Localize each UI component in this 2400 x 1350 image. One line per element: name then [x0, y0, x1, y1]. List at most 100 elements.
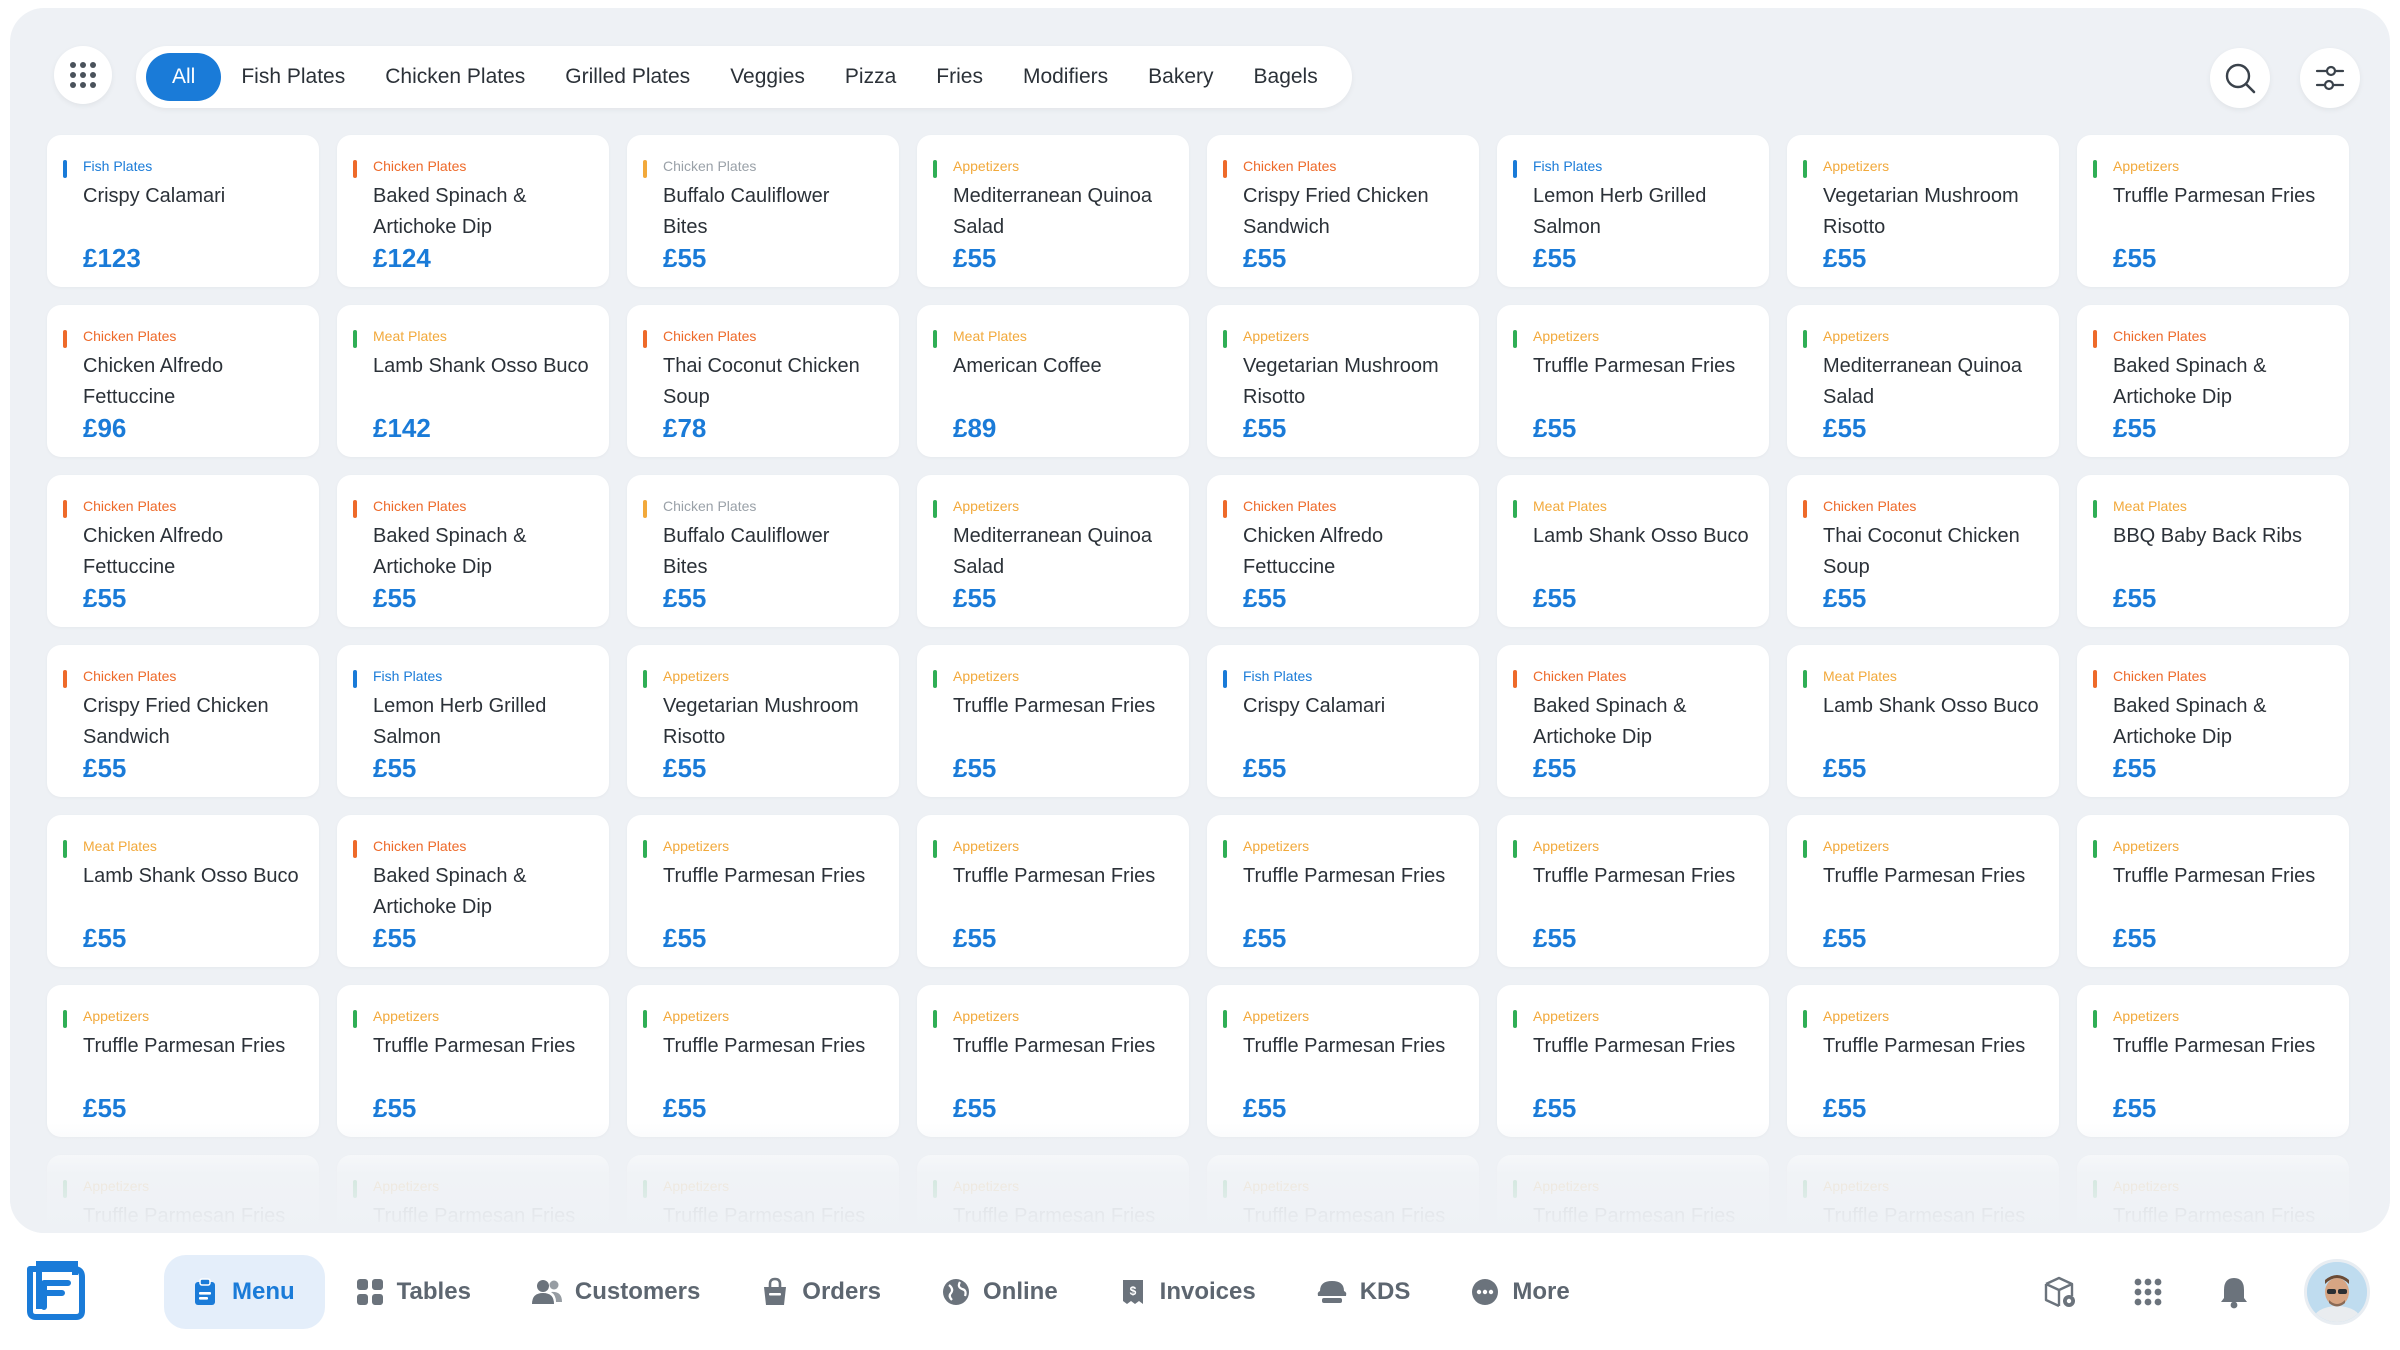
nav-kds[interactable]: KDS: [1286, 1255, 1441, 1329]
category-color-bar: [1223, 670, 1227, 688]
menu-item-card[interactable]: Appetizers Truffle Parmesan Fries: [47, 1155, 319, 1233]
menu-item-price: £55: [2113, 1093, 2157, 1123]
menu-item-name: Truffle Parmesan Fries: [663, 1035, 866, 1057]
apps-grid-icon[interactable]: [2132, 1276, 2164, 1308]
menu-item-card[interactable]: Appetizers Truffle Parmesan Fries £55: [1497, 815, 1769, 967]
menu-item-card[interactable]: Appetizers Mediterranean Quinoa Salad £55: [1787, 305, 2059, 457]
menu-item-category: Appetizers: [83, 1178, 150, 1194]
menu-item-card[interactable]: Appetizers Truffle Parmesan Fries: [2077, 1155, 2349, 1233]
menu-item-card[interactable]: Meat Plates Lamb Shank Osso Buco £55: [47, 815, 319, 967]
menu-item-card[interactable]: Appetizers Vegetarian Mushroom Risotto £55: [627, 645, 899, 797]
menu-item-card[interactable]: Appetizers Truffle Parmesan Fries £55: [1207, 815, 1479, 967]
menu-item-name: Chicken Alfredo Fettuccine: [83, 525, 224, 578]
menu-item-card[interactable]: Appetizers Truffle Parmesan Fries £55: [627, 985, 899, 1137]
category-tab-fries[interactable]: Fries: [936, 65, 983, 88]
category-tab-fish-plates[interactable]: Fish Plates: [241, 65, 346, 88]
menu-item-card[interactable]: Meat Plates Lamb Shank Osso Buco £55: [1497, 475, 1769, 627]
category-color-bar: [1513, 840, 1517, 858]
menu-item-card[interactable]: Appetizers Truffle Parmesan Fries: [1497, 1155, 1769, 1233]
menu-item-card[interactable]: Chicken Plates Thai Coconut Chicken Soup £…: [1787, 475, 2059, 627]
more-dots-icon: [1470, 1277, 1500, 1307]
nav-customers[interactable]: Customers: [501, 1255, 730, 1329]
category-tab-chicken-plates[interactable]: Chicken Plates: [385, 65, 526, 88]
menu-item-card[interactable]: Chicken Plates Baked Spinach & Artichoke …: [2077, 305, 2349, 457]
menu-item-card[interactable]: Appetizers Truffle Parmesan Fries £55: [2077, 815, 2349, 967]
menu-item-card[interactable]: Chicken Plates Chicken Alfredo Fettuccine…: [47, 475, 319, 627]
menu-item-card[interactable]: Chicken Plates Baked Spinach & Artichoke …: [337, 815, 609, 967]
search-button[interactable]: [2210, 48, 2270, 108]
menu-item-card[interactable]: Appetizers Truffle Parmesan Fries: [337, 1155, 609, 1233]
filter-button[interactable]: [2300, 48, 2360, 108]
nav-more[interactable]: More: [1440, 1255, 1599, 1329]
category-tab-pizza[interactable]: Pizza: [844, 65, 897, 88]
menu-item-card[interactable]: Chicken Plates Crispy Fried Chicken Sandw…: [47, 645, 319, 797]
menu-item-card[interactable]: Appetizers Vegetarian Mushroom Risotto £55: [1207, 305, 1479, 457]
menu-item-card[interactable]: Appetizers Truffle Parmesan Fries: [1787, 1155, 2059, 1233]
menu-item-category: Appetizers: [1823, 328, 1890, 344]
menu-item-card[interactable]: Chicken Plates Baked Spinach & Artichoke …: [2077, 645, 2349, 797]
menu-item-card[interactable]: Appetizers Truffle Parmesan Fries £55: [47, 985, 319, 1137]
nav-online[interactable]: Online: [911, 1255, 1088, 1329]
menu-item-card[interactable]: Chicken Plates Baked Spinach & Artichoke …: [1497, 645, 1769, 797]
apps-grid-button[interactable]: [54, 46, 112, 104]
menu-item-card[interactable]: Appetizers Mediterranean Quinoa Salad £55: [917, 475, 1189, 627]
menu-item-card[interactable]: Appetizers Vegetarian Mushroom Risotto £55: [1787, 135, 2059, 287]
menu-item-card[interactable]: Fish Plates Lemon Herb Grilled Salmon £55: [337, 645, 609, 797]
menu-item-card[interactable]: Fish Plates Crispy Calamari £123: [47, 135, 319, 287]
menu-item-name: Truffle Parmesan Fries: [2113, 1035, 2316, 1057]
menu-item-category: Appetizers: [1243, 1178, 1310, 1194]
menu-item-card[interactable]: Appetizers Truffle Parmesan Fries £55: [1787, 985, 2059, 1137]
menu-item-category: Meat Plates: [1823, 668, 1897, 684]
menu-item-name: Truffle Parmesan Fries: [1533, 1205, 1736, 1227]
menu-item-card[interactable]: Meat Plates Lamb Shank Osso Buco £142: [337, 305, 609, 457]
category-tab-all[interactable]: All: [146, 53, 222, 101]
menu-item-card[interactable]: Chicken Plates Baked Spinach & Artichoke …: [337, 135, 609, 287]
menu-item-card[interactable]: Appetizers Truffle Parmesan Fries £55: [917, 815, 1189, 967]
menu-item-card[interactable]: Chicken Plates Buffalo Cauliflower Bites £…: [627, 475, 899, 627]
menu-item-card[interactable]: Chicken Plates Chicken Alfredo Fettuccine…: [1207, 475, 1479, 627]
menu-item-card[interactable]: Appetizers Truffle Parmesan Fries £55: [2077, 985, 2349, 1137]
menu-item-card[interactable]: Appetizers Truffle Parmesan Fries £55: [917, 645, 1189, 797]
user-avatar[interactable]: [2304, 1259, 2370, 1325]
category-color-bar: [1513, 330, 1517, 348]
menu-item-card[interactable]: Appetizers Mediterranean Quinoa Salad £55: [917, 135, 1189, 287]
menu-item-category: Fish Plates: [83, 158, 153, 174]
nav-invoices[interactable]: $ Invoices: [1088, 1255, 1286, 1329]
nav-orders[interactable]: Orders: [730, 1255, 911, 1329]
menu-item-card[interactable]: Chicken Plates Buffalo Cauliflower Bites £…: [627, 135, 899, 287]
app-logo-icon[interactable]: [26, 1255, 86, 1321]
menu-item-card[interactable]: Chicken Plates Chicken Alfredo Fettuccine…: [47, 305, 319, 457]
menu-item-card[interactable]: Appetizers Truffle Parmesan Fries £55: [1497, 985, 1769, 1137]
menu-item-card[interactable]: Appetizers Truffle Parmesan Fries £55: [1497, 305, 1769, 457]
box-settings-icon[interactable]: [2042, 1274, 2078, 1310]
menu-item-card[interactable]: Appetizers Truffle Parmesan Fries £55: [1787, 815, 2059, 967]
menu-item-card[interactable]: Chicken Plates Crispy Fried Chicken Sandw…: [1207, 135, 1479, 287]
menu-item-card[interactable]: Meat Plates BBQ Baby Back Ribs £55: [2077, 475, 2349, 627]
category-tab-bagels[interactable]: Bagels: [1253, 65, 1318, 88]
category-tab-veggies[interactable]: Veggies: [730, 65, 805, 88]
nav-tables[interactable]: Tables: [325, 1255, 501, 1329]
menu-item-card[interactable]: Appetizers Truffle Parmesan Fries: [917, 1155, 1189, 1233]
menu-item-card[interactable]: Fish Plates Crispy Calamari £55: [1207, 645, 1479, 797]
menu-item-card[interactable]: Appetizers Truffle Parmesan Fries £55: [337, 985, 609, 1137]
menu-item-card[interactable]: Appetizers Truffle Parmesan Fries £55: [2077, 135, 2349, 287]
menu-item-card[interactable]: Appetizers Truffle Parmesan Fries £55: [917, 985, 1189, 1137]
menu-item-card[interactable]: Appetizers Truffle Parmesan Fries: [627, 1155, 899, 1233]
menu-item-card[interactable]: Appetizers Truffle Parmesan Fries £55: [1207, 985, 1479, 1137]
menu-item-card[interactable]: Meat Plates American Coffee £89: [917, 305, 1189, 457]
menu-item-card[interactable]: Appetizers Truffle Parmesan Fries: [1207, 1155, 1479, 1233]
menu-item-card[interactable]: Appetizers Truffle Parmesan Fries £55: [627, 815, 899, 967]
nav-menu[interactable]: Menu: [164, 1255, 325, 1329]
menu-item-category: Appetizers: [1823, 1178, 1890, 1194]
menu-item-name: Mediterranean Quinoa Salad: [1823, 355, 2023, 408]
menu-item-card[interactable]: Fish Plates Lemon Herb Grilled Salmon £55: [1497, 135, 1769, 287]
menu-item-category: Appetizers: [953, 668, 1020, 684]
menu-item-card[interactable]: Chicken Plates Thai Coconut Chicken Soup £…: [627, 305, 899, 457]
bell-icon[interactable]: [2218, 1275, 2250, 1309]
category-tab-bakery[interactable]: Bakery: [1148, 65, 1214, 88]
menu-item-card[interactable]: Meat Plates Lamb Shank Osso Buco £55: [1787, 645, 2059, 797]
category-tab-grilled-plates[interactable]: Grilled Plates: [565, 65, 691, 88]
menu-item-category: Appetizers: [373, 1008, 440, 1024]
category-tab-modifiers[interactable]: Modifiers: [1022, 65, 1109, 88]
menu-item-card[interactable]: Chicken Plates Baked Spinach & Artichoke …: [337, 475, 609, 627]
